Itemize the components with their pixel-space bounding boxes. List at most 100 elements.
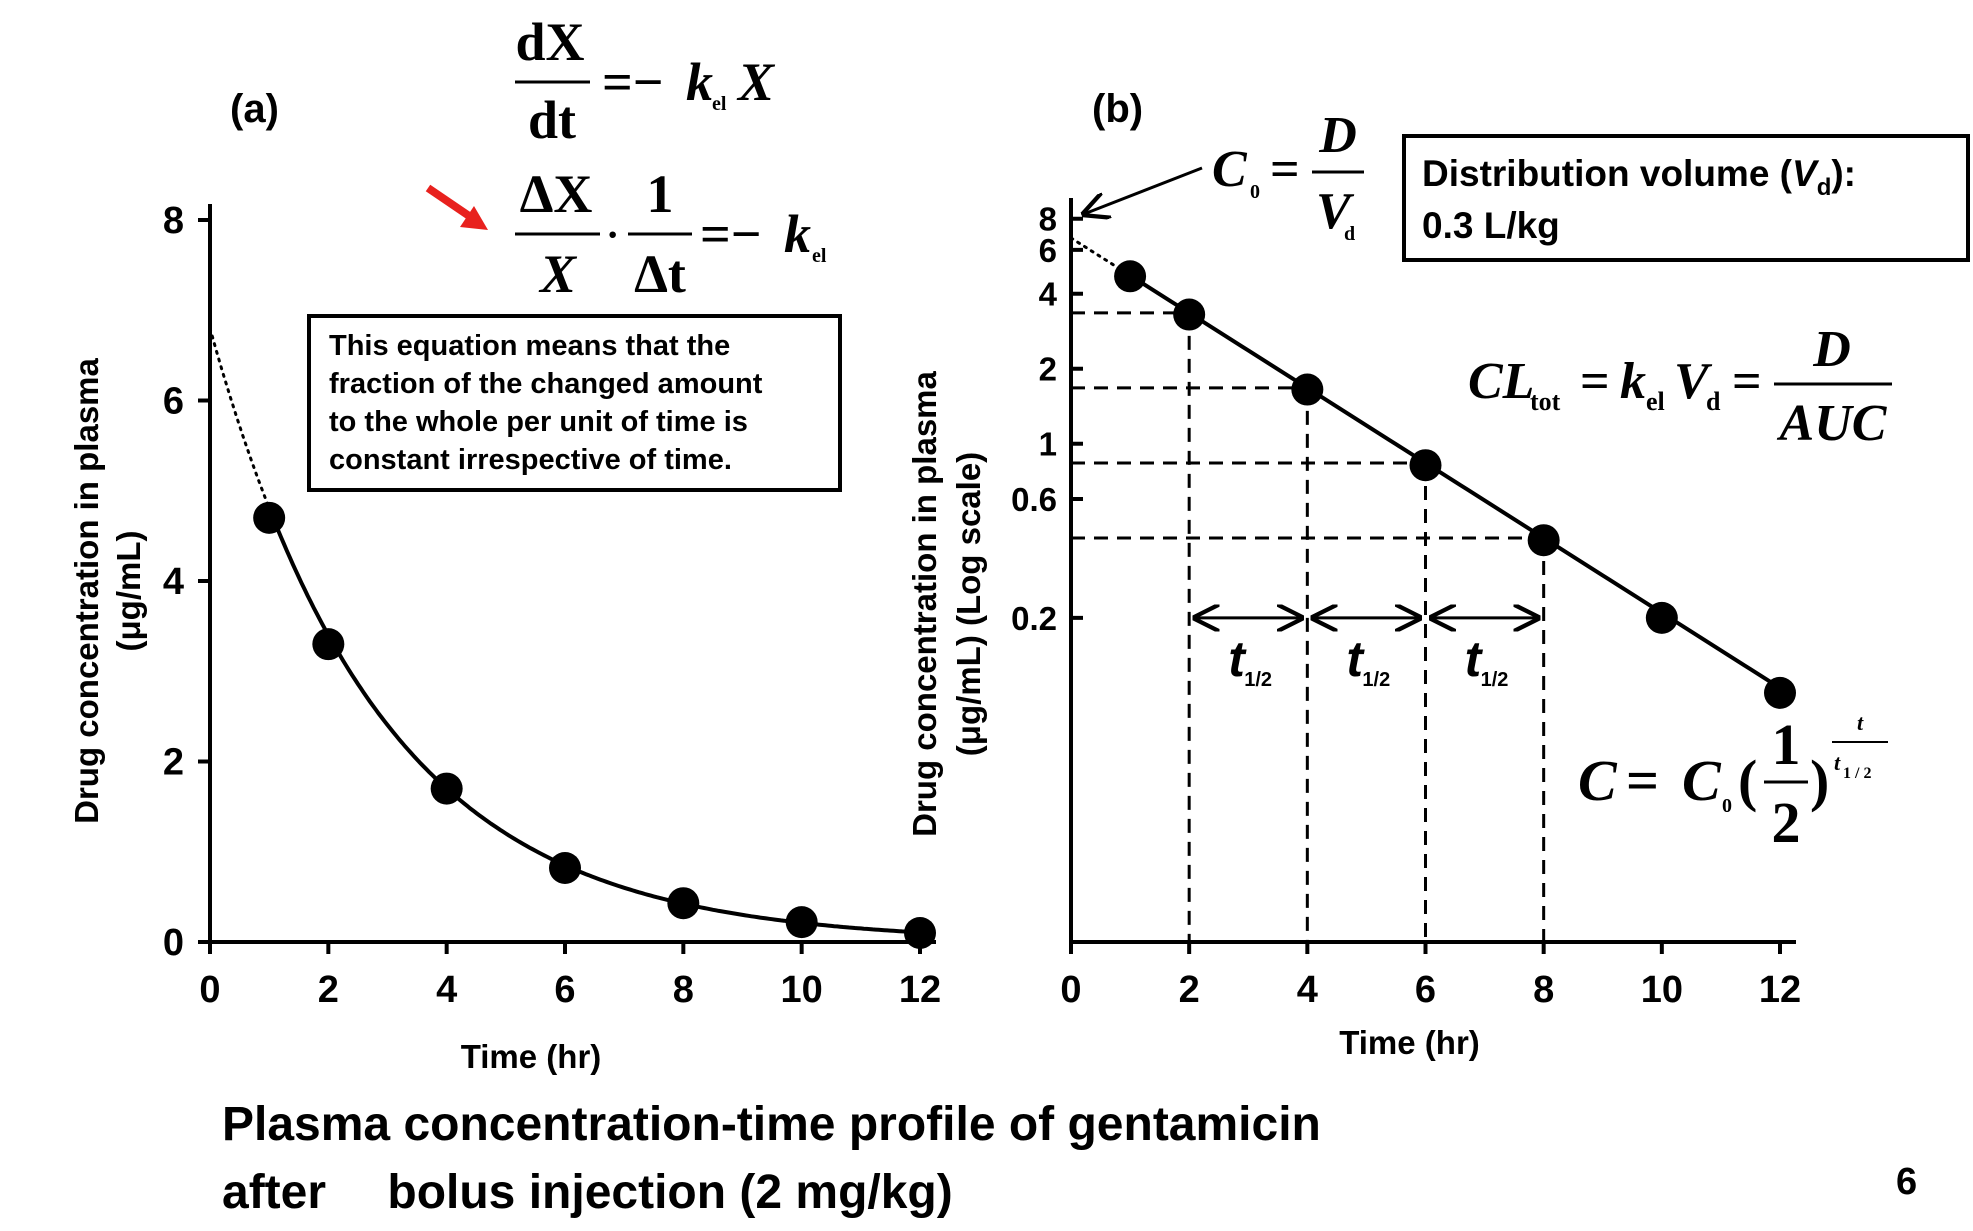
c0-equals: = — [1270, 141, 1300, 198]
x-tick-label: 12 — [899, 969, 941, 1011]
y-axis-title-line-1: Drug concentration in plasma — [68, 357, 105, 823]
eq2-rhs-sub: el — [812, 245, 827, 267]
vd-line-2: 0.3 L/kg — [1422, 205, 1560, 246]
cl-lhs-sub: tot — [1530, 387, 1561, 416]
red-arrow-head — [460, 206, 488, 230]
page-number: 6 — [1896, 1161, 1917, 1203]
c-lhs: C — [1578, 748, 1618, 813]
cl-equals-2: = — [1732, 353, 1762, 410]
eq2-denominator-2: Δt — [634, 244, 686, 304]
y-tick-label: 1 — [1039, 426, 1057, 463]
c0-lhs-sub: 0 — [1250, 181, 1260, 203]
x-tick-label: 6 — [554, 969, 575, 1011]
x-tick-label: 12 — [1759, 969, 1801, 1011]
eq2-numerator-1: ΔX — [520, 164, 593, 224]
clearance-equation: CL tot = k el V d = D AUC — [1468, 321, 1892, 452]
y-tick-label: 6 — [1039, 232, 1057, 269]
y-tick-label: 0.2 — [1011, 600, 1057, 637]
y-tick-label: 4 — [1039, 276, 1058, 313]
cl-lhs: CL — [1468, 353, 1534, 410]
halflife-label-sub: 1/2 — [1244, 669, 1272, 691]
data-point — [1114, 260, 1147, 293]
x-tick-label: 10 — [1641, 969, 1683, 1011]
eq1-rhs-prefix: =− — [602, 52, 664, 112]
vd-line-1-post: ): — [1831, 153, 1856, 194]
c-exponent-denominator-sub: 1 / 2 — [1843, 765, 1871, 782]
panel-a-label: (a) — [230, 87, 279, 131]
data-point — [785, 906, 818, 939]
eq1-rhs-x: X — [736, 52, 776, 112]
y-tick-label: 0.6 — [1011, 481, 1057, 518]
panel-a-note-box: This equation means that the fraction of… — [307, 314, 842, 492]
cl-denominator: AUC — [1777, 395, 1888, 452]
c0-pointer-arrow — [1084, 166, 1203, 214]
y-axis-title-line-2: (μg/mL) — [110, 531, 147, 652]
vd-line-1-v: V — [1792, 153, 1820, 194]
x-tick-label: 4 — [1297, 969, 1318, 1011]
note-line-1: This equation means that the — [329, 330, 730, 362]
c-exponent-numerator: t — [1857, 710, 1864, 735]
chart-a: 0 2 4 6 8 10 12 0 2 4 6 8 Time (hr) Drug concentratio… — [68, 200, 941, 1075]
fit-curve — [267, 507, 921, 935]
c0-denominator: V — [1316, 183, 1355, 240]
halflife-label: t — [1346, 631, 1365, 687]
eq2-rhs-k: k — [784, 204, 811, 264]
eq2-dot: · — [606, 212, 619, 257]
halflife-label-sub: 1/2 — [1362, 669, 1390, 691]
cl-v-sub: d — [1706, 387, 1721, 416]
y-tick-label: 2 — [163, 742, 184, 784]
c0-lhs: C — [1212, 141, 1248, 198]
cl-v: V — [1674, 353, 1713, 410]
halflife-label: t — [1228, 631, 1247, 687]
caption-line-1: Plasma concentration-time profile of gen… — [222, 1098, 1321, 1151]
data-point — [549, 851, 581, 884]
cl-k-sub: el — [1646, 387, 1665, 416]
data-point — [312, 628, 345, 661]
y-tick-label: 6 — [163, 381, 184, 423]
x-tick-label: 10 — [781, 969, 823, 1011]
concentration-equation: C = C 0 ( 1 2 ) t t 1 / 2 — [1578, 710, 1888, 855]
y-tick-label: 4 — [163, 561, 184, 603]
data-point — [1527, 524, 1560, 557]
fit-line — [1129, 273, 1782, 690]
c-half-numerator: 1 — [1772, 712, 1801, 777]
c-c0: C — [1682, 748, 1722, 813]
x-tick-label: 2 — [318, 969, 339, 1011]
c-half-denominator: 2 — [1772, 790, 1801, 855]
halflife-label-sub: 1/2 — [1481, 669, 1509, 691]
eq1-denominator: dt — [528, 90, 576, 150]
vd-line-1-pre: Distribution volume ( — [1422, 153, 1793, 194]
panel-b-label: (b) — [1092, 87, 1143, 131]
y-axis-title-line-2: (μg/mL) (Log scale) — [950, 452, 987, 756]
c-paren-close: ) — [1810, 748, 1829, 813]
eq1-rhs-sub: el — [712, 93, 727, 115]
data-point — [667, 887, 700, 920]
caption-line-2: after bolus injection (2 mg/kg) — [222, 1166, 953, 1219]
c0-numerator: D — [1318, 107, 1357, 164]
data-point — [1764, 676, 1796, 709]
cl-equals-1: = — [1580, 353, 1610, 410]
y-tick-label: 8 — [1039, 201, 1057, 238]
cl-k: k — [1620, 353, 1646, 410]
note-line-2: fraction of the changed amount — [329, 368, 763, 400]
x-tick-label: 8 — [673, 969, 694, 1011]
eq2-denominator-1: X — [538, 244, 578, 304]
x-tick-label: 0 — [1060, 969, 1081, 1011]
extrapolation-dotted-line — [208, 326, 271, 510]
x-tick-label: 2 — [1179, 969, 1200, 1011]
c0-denominator-sub: d — [1344, 223, 1355, 245]
data-point — [253, 501, 286, 534]
eq1-rhs-k: k — [686, 52, 713, 112]
data-point — [1173, 298, 1206, 331]
panel-a-equation-1: dX dt =− k el X — [515, 12, 776, 150]
x-tick-label: 6 — [1415, 969, 1436, 1011]
data-point — [1409, 449, 1442, 482]
note-line-4: constant irrespective of time. — [329, 444, 732, 476]
x-tick-label: 0 — [199, 969, 220, 1011]
vd-line-1: Distribution volume (Vd): — [1422, 153, 1856, 201]
y-tick-label: 2 — [1039, 351, 1057, 388]
x-tick-label: 4 — [436, 969, 457, 1011]
c-paren-open: ( — [1738, 748, 1757, 813]
